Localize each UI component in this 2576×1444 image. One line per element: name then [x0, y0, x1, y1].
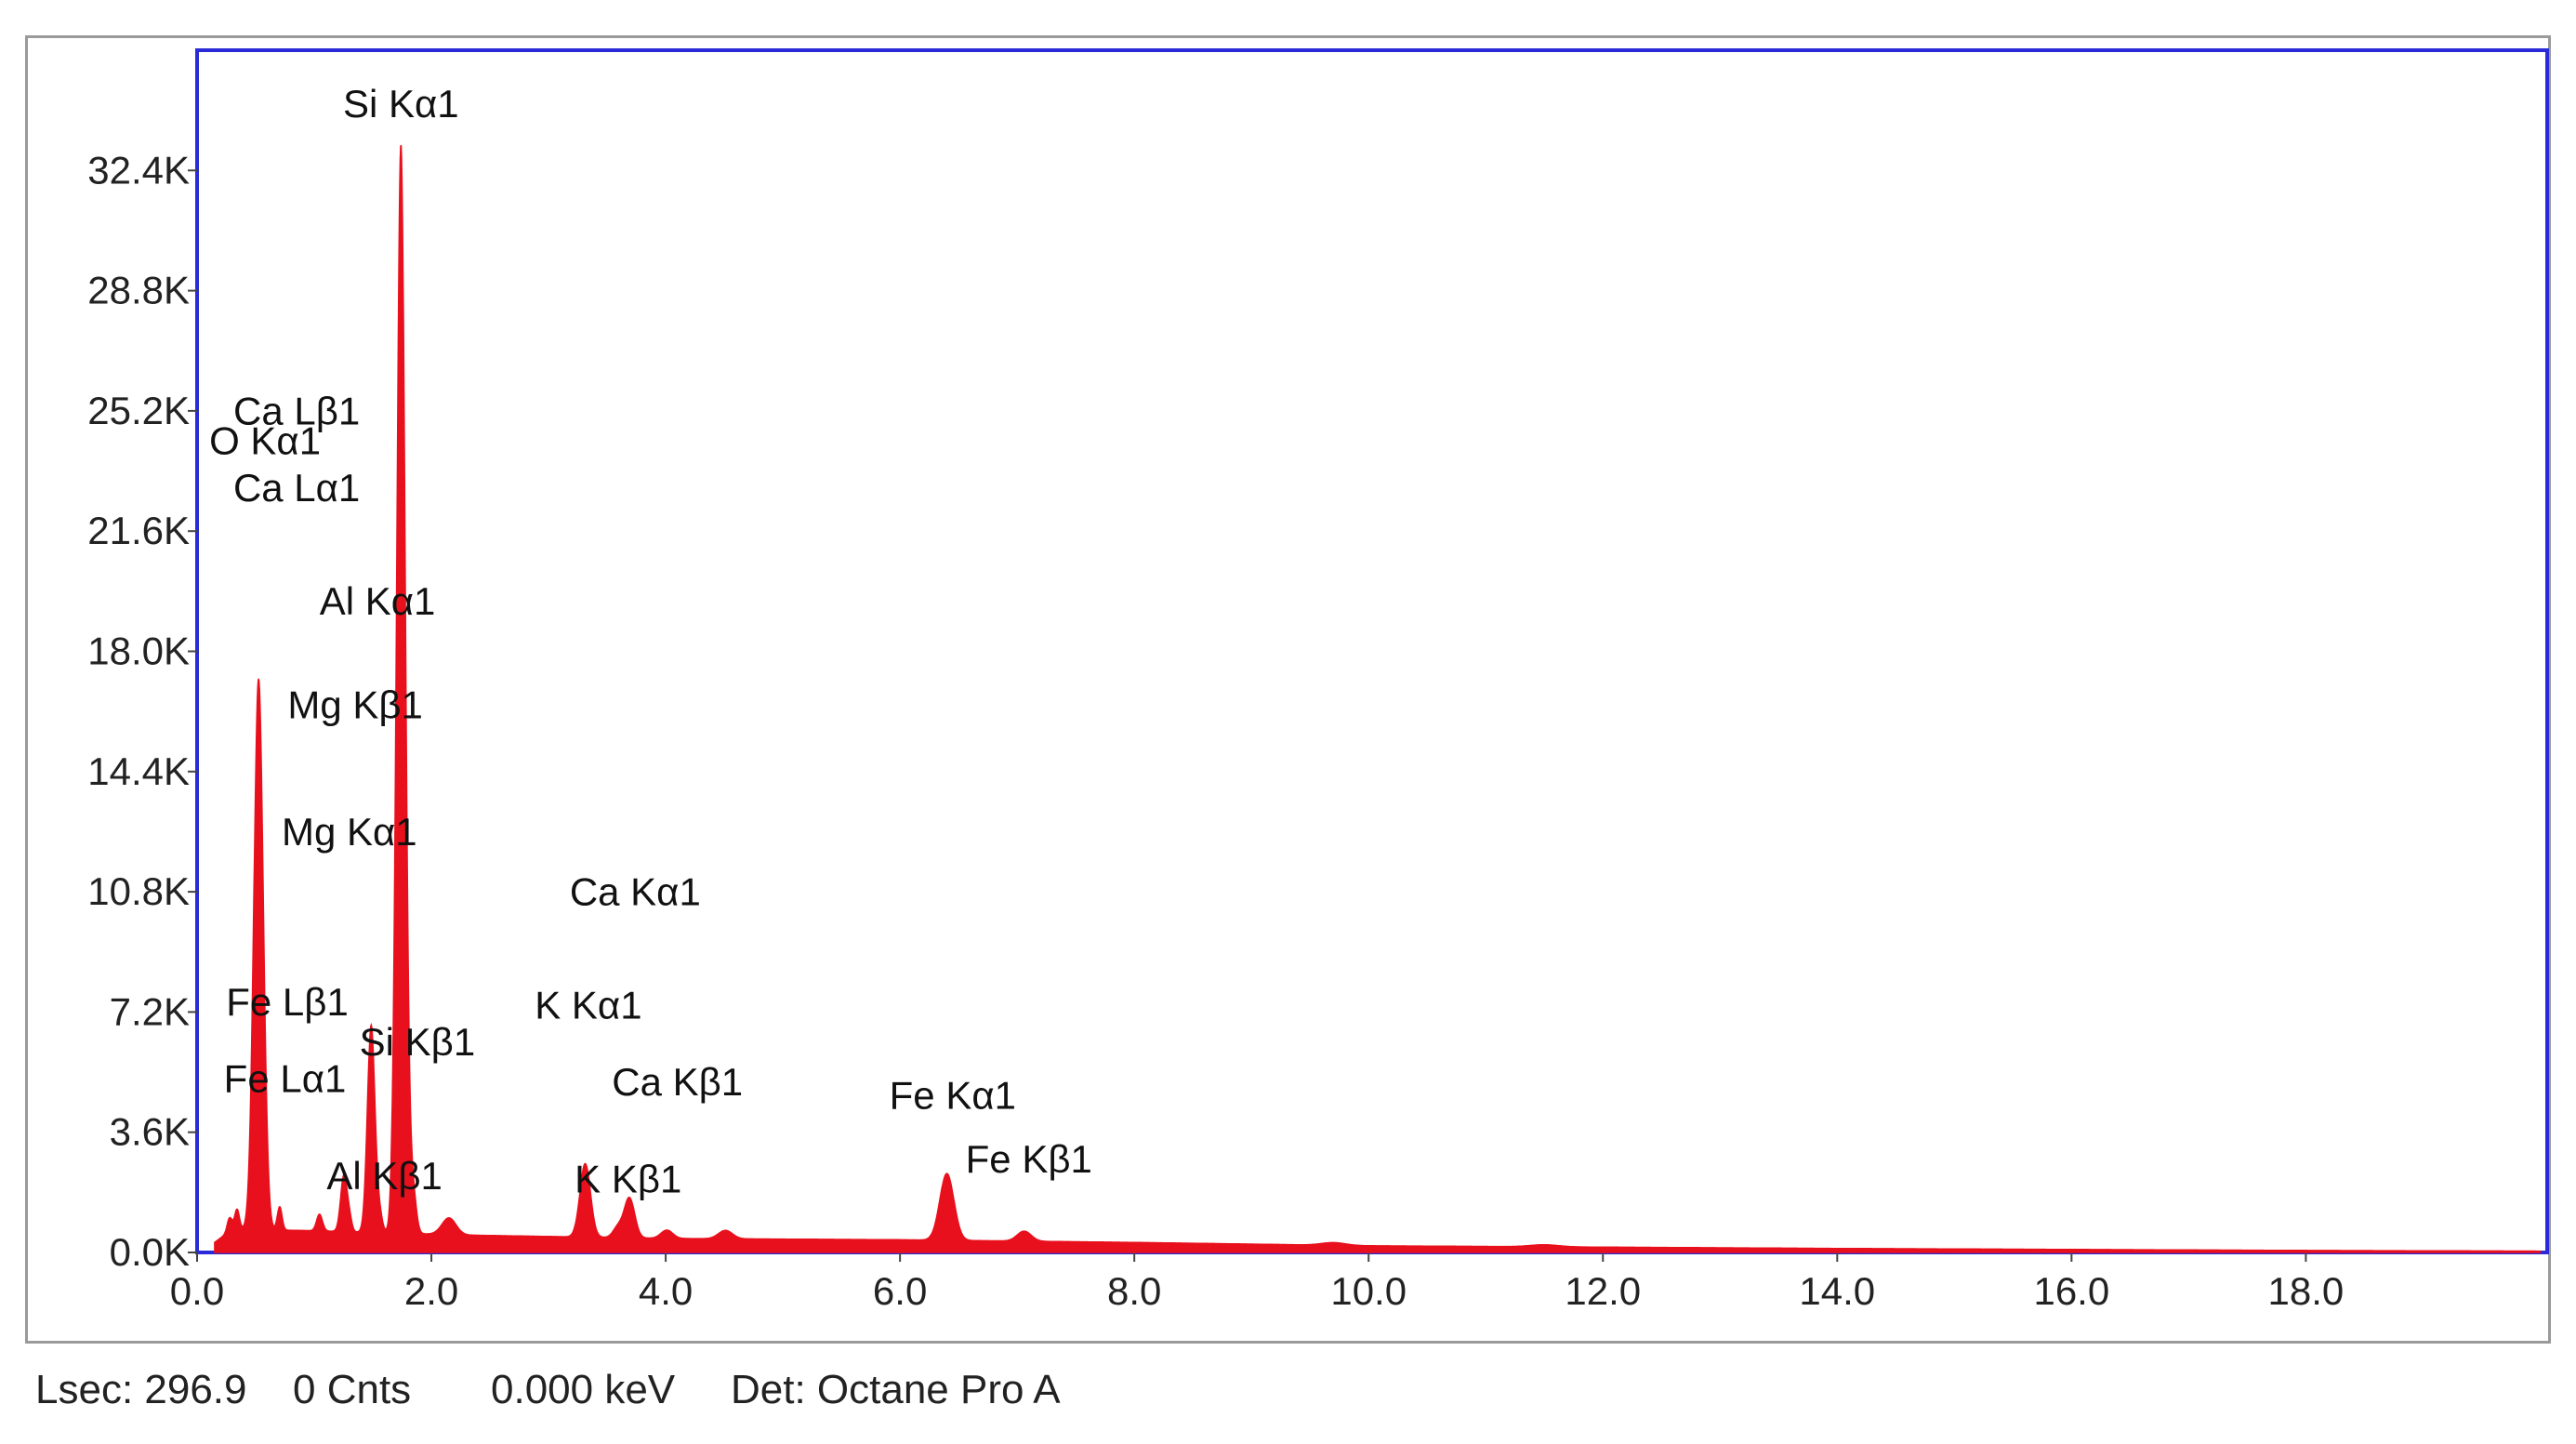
detector-readout: Det: Octane Pro A	[731, 1367, 1061, 1412]
y-tick-label: 10.8K	[87, 869, 190, 913]
x-tick-label: 16.0	[2033, 1269, 2109, 1313]
y-tick-label: 25.2K	[87, 389, 190, 432]
spectrum-series	[214, 144, 2542, 1253]
peak-label: Fe Kα1	[890, 1074, 1016, 1118]
peak-label: Fe Kβ1	[966, 1137, 1092, 1181]
y-tick-label: 28.8K	[87, 269, 190, 312]
x-tick-label: 10.0	[1330, 1269, 1407, 1313]
energy-readout: 0.000 keV	[491, 1367, 676, 1412]
peak-label: Ca Kα1	[570, 869, 701, 913]
peak-label: Fe Lβ1	[226, 980, 349, 1024]
peak-label: Si Kβ1	[360, 1020, 476, 1064]
peak-label: Al Kβ1	[326, 1154, 443, 1198]
y-tick-label: 0.0K	[110, 1230, 190, 1274]
peak-label: Fe Lα1	[224, 1057, 347, 1101]
x-tick-label: 4.0	[639, 1269, 693, 1313]
y-tick-label: 3.6K	[110, 1110, 190, 1154]
peak-label: Ca Kβ1	[612, 1060, 743, 1104]
peak-label: Si Kα1	[343, 82, 459, 126]
x-tick-label: 2.0	[404, 1269, 458, 1313]
peak-label: Mg Kα1	[282, 810, 417, 854]
y-tick-label: 21.6K	[87, 509, 190, 552]
y-tick-label: 18.0K	[87, 629, 190, 673]
x-tick-label: 6.0	[873, 1269, 927, 1313]
x-tick-label: 18.0	[2268, 1269, 2345, 1313]
peak-label: Al Kα1	[320, 579, 436, 623]
peak-label: Mg Kβ1	[287, 682, 423, 726]
y-axis: 0.0K 3.6K 7.2K 10.8K 14.4K 18.0K 21.6K 25.2K 28.…	[87, 148, 197, 1274]
chart-frame	[25, 35, 2551, 1344]
counts-readout: 0 Cnts	[293, 1367, 412, 1412]
x-tick-label: 12.0	[1565, 1269, 1641, 1313]
y-tick-label: 14.4K	[87, 749, 190, 793]
x-tick-label: 8.0	[1107, 1269, 1161, 1313]
peak-label: Ca Lα1	[233, 466, 360, 510]
y-tick-label: 7.2K	[110, 989, 190, 1033]
peak-label: K Kβ1	[575, 1157, 681, 1200]
x-axis: 0.0 2.0 4.0 6.0 8.0 10.0 12.0 14.0 16.0 18.0	[170, 1252, 2344, 1313]
x-tick-label: 14.0	[1799, 1269, 1875, 1313]
peak-label: K Kα1	[535, 984, 641, 1027]
peak-label: O Kα1	[209, 419, 321, 463]
y-tick-label: 32.4K	[87, 148, 190, 192]
live-seconds-readout: Lsec: 296.9	[35, 1367, 247, 1412]
peak-label: Ca Lβ1	[233, 389, 360, 432]
plot-area-border	[195, 48, 2549, 1254]
x-tick-label: 0.0	[170, 1269, 224, 1313]
